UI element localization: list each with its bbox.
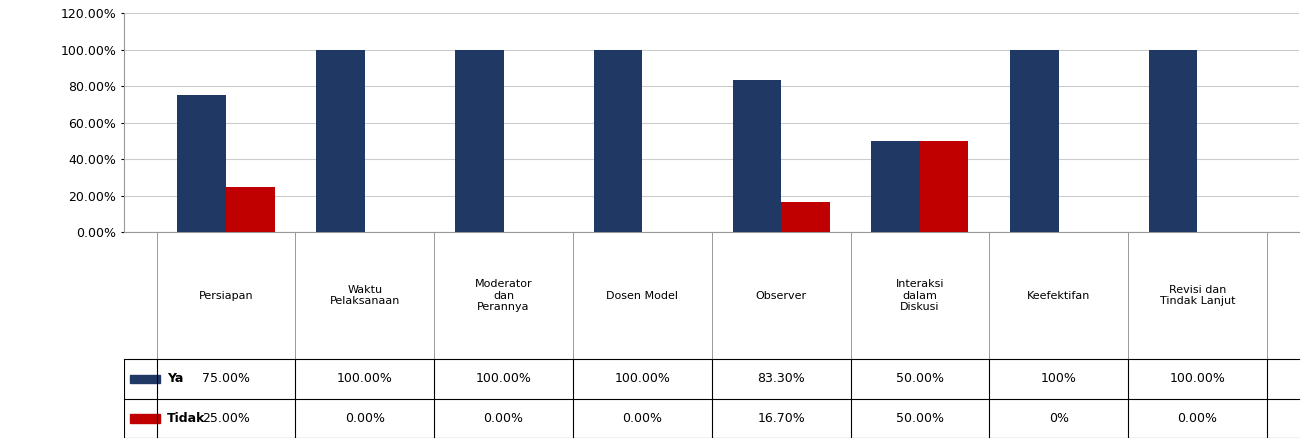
Bar <box>594 49 643 232</box>
Bar <box>919 141 969 232</box>
Bar <box>226 187 274 232</box>
Text: Ya: Ya <box>167 372 183 385</box>
Text: 0.00%: 0.00% <box>1178 412 1217 425</box>
Text: 0.00%: 0.00% <box>483 412 524 425</box>
Bar <box>781 201 829 232</box>
Text: Observer: Observer <box>756 291 807 300</box>
Bar <box>129 414 161 423</box>
Text: 25.00%: 25.00% <box>202 412 249 425</box>
Text: 100.00%: 100.00% <box>614 372 670 385</box>
Bar <box>871 141 919 232</box>
Text: Interaksi
dalam
Diskusi: Interaksi dalam Diskusi <box>896 279 944 312</box>
Bar <box>1010 49 1059 232</box>
Text: Revisi dan
Tindak Lanjut: Revisi dan Tindak Lanjut <box>1160 285 1235 307</box>
Text: 100.00%: 100.00% <box>337 372 393 385</box>
Text: 0%: 0% <box>1049 412 1068 425</box>
Text: 100%: 100% <box>1041 372 1076 385</box>
Bar <box>733 80 781 232</box>
Text: 16.70%: 16.70% <box>757 412 804 425</box>
Text: 0.00%: 0.00% <box>623 412 662 425</box>
Text: 100.00%: 100.00% <box>475 372 532 385</box>
Text: 100.00%: 100.00% <box>1170 372 1225 385</box>
Text: Tidak: Tidak <box>167 412 205 425</box>
Text: 50.00%: 50.00% <box>896 412 944 425</box>
Bar <box>1149 49 1198 232</box>
Text: Keefektifan: Keefektifan <box>1027 291 1091 300</box>
Text: 83.30%: 83.30% <box>757 372 804 385</box>
Bar <box>129 374 161 383</box>
Bar <box>316 49 364 232</box>
Text: 75.00%: 75.00% <box>202 372 249 385</box>
Text: Dosen Model: Dosen Model <box>606 291 678 300</box>
Bar <box>178 95 226 232</box>
Text: Moderator
dan
Perannya: Moderator dan Perannya <box>475 279 533 312</box>
Text: 0.00%: 0.00% <box>345 412 385 425</box>
Text: 50.00%: 50.00% <box>896 372 944 385</box>
Text: Persiapan: Persiapan <box>199 291 253 300</box>
Text: Waktu
Pelaksanaan: Waktu Pelaksanaan <box>329 285 400 307</box>
Bar <box>454 49 504 232</box>
